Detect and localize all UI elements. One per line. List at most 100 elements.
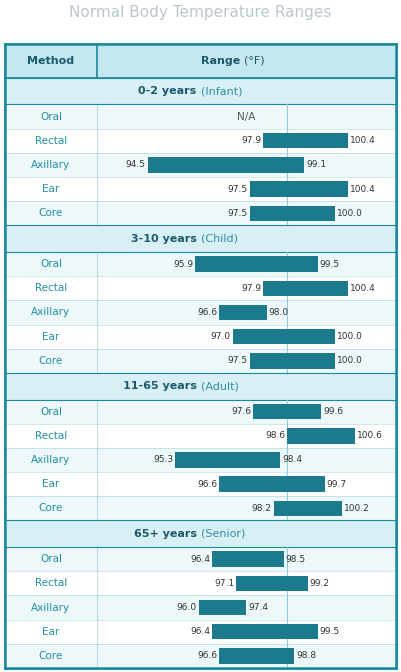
Bar — [5, 252, 396, 276]
Bar — [219, 476, 325, 492]
Text: 97.5: 97.5 — [228, 356, 248, 366]
Text: 96.0: 96.0 — [177, 603, 197, 612]
Text: 96.6: 96.6 — [197, 480, 217, 489]
Text: 98.0: 98.0 — [269, 308, 289, 317]
Text: 100.4: 100.4 — [350, 185, 376, 194]
Text: (Senior): (Senior) — [200, 529, 245, 539]
Text: 96.6: 96.6 — [197, 308, 217, 317]
Bar — [253, 404, 321, 419]
Bar — [5, 325, 396, 349]
Text: 99.5: 99.5 — [320, 627, 340, 636]
Bar — [5, 128, 396, 153]
Text: Normal Body Temperature Ranges: Normal Body Temperature Ranges — [69, 5, 332, 20]
Text: 99.7: 99.7 — [327, 480, 347, 489]
Text: 3-10 years: 3-10 years — [131, 234, 200, 244]
Bar — [250, 181, 348, 197]
Text: 96.6: 96.6 — [197, 651, 217, 661]
Text: 96.4: 96.4 — [190, 627, 211, 636]
Text: 100.0: 100.0 — [337, 356, 363, 366]
Text: Core: Core — [39, 356, 63, 366]
Bar — [219, 304, 267, 320]
Text: 97.4: 97.4 — [249, 603, 268, 612]
Bar — [5, 276, 396, 300]
Bar — [5, 201, 396, 225]
Bar — [5, 497, 396, 521]
Text: (°F): (°F) — [245, 56, 265, 66]
Bar — [5, 78, 396, 104]
Text: (Infant): (Infant) — [200, 86, 242, 96]
Text: Rectal: Rectal — [35, 136, 67, 146]
Text: 99.1: 99.1 — [306, 161, 326, 169]
Text: 100.4: 100.4 — [350, 284, 376, 293]
Text: 0-2 years: 0-2 years — [138, 86, 200, 96]
Bar — [5, 448, 396, 472]
Text: 100.0: 100.0 — [337, 209, 363, 218]
Bar — [5, 400, 396, 424]
Text: Axillary: Axillary — [31, 455, 71, 465]
Text: Oral: Oral — [40, 259, 62, 269]
Bar — [5, 472, 396, 497]
Text: 99.5: 99.5 — [320, 259, 340, 269]
Text: Oral: Oral — [40, 554, 62, 564]
Text: 98.6: 98.6 — [265, 431, 285, 440]
Text: Range: Range — [201, 56, 245, 66]
Text: Ear: Ear — [43, 479, 60, 489]
Text: Ear: Ear — [43, 332, 60, 341]
Text: 94.5: 94.5 — [126, 161, 146, 169]
Text: 97.5: 97.5 — [228, 185, 248, 194]
Bar — [233, 329, 335, 344]
Text: 97.6: 97.6 — [231, 407, 251, 416]
Bar — [236, 576, 308, 591]
Text: Core: Core — [39, 651, 63, 661]
Bar — [5, 373, 396, 400]
Bar — [219, 648, 294, 664]
Text: 11-65 years: 11-65 years — [123, 381, 200, 391]
Text: 95.3: 95.3 — [153, 456, 173, 464]
Text: 98.4: 98.4 — [282, 456, 302, 464]
Text: 97.5: 97.5 — [228, 209, 248, 218]
Text: 97.9: 97.9 — [241, 284, 261, 293]
Text: 98.8: 98.8 — [296, 651, 316, 661]
Text: Rectal: Rectal — [35, 284, 67, 293]
Text: Method: Method — [27, 56, 75, 66]
Text: 100.4: 100.4 — [350, 136, 376, 145]
Bar — [5, 104, 396, 128]
Bar — [5, 424, 396, 448]
Bar — [250, 353, 335, 368]
Bar — [148, 157, 304, 173]
Bar — [199, 600, 247, 616]
Bar — [5, 44, 396, 78]
Text: 97.1: 97.1 — [214, 579, 234, 588]
Text: 100.2: 100.2 — [344, 504, 369, 513]
Text: 97.9: 97.9 — [241, 136, 261, 145]
Bar — [5, 620, 396, 644]
Text: Axillary: Axillary — [31, 308, 71, 317]
Text: (Adult): (Adult) — [200, 381, 238, 391]
Text: 65+ years: 65+ years — [134, 529, 200, 539]
Text: 99.2: 99.2 — [310, 579, 330, 588]
Text: Ear: Ear — [43, 627, 60, 637]
Bar — [213, 552, 284, 567]
Bar — [5, 349, 396, 373]
Bar — [250, 206, 335, 221]
Bar — [5, 571, 396, 595]
Text: Oral: Oral — [40, 112, 62, 122]
Bar — [5, 177, 396, 201]
Bar — [5, 300, 396, 325]
Bar — [287, 428, 355, 444]
Text: 95.9: 95.9 — [173, 259, 193, 269]
Text: 99.6: 99.6 — [323, 407, 343, 416]
Bar — [195, 256, 318, 272]
Text: 100.0: 100.0 — [337, 332, 363, 341]
Bar — [5, 547, 396, 571]
Text: Oral: Oral — [40, 407, 62, 417]
Text: Core: Core — [39, 208, 63, 218]
Bar — [213, 624, 318, 640]
Text: Core: Core — [39, 503, 63, 513]
Bar — [5, 595, 396, 620]
Text: 97.0: 97.0 — [211, 332, 231, 341]
Bar — [5, 521, 396, 547]
Bar — [263, 133, 348, 149]
Bar — [273, 501, 342, 516]
Bar — [5, 225, 396, 252]
